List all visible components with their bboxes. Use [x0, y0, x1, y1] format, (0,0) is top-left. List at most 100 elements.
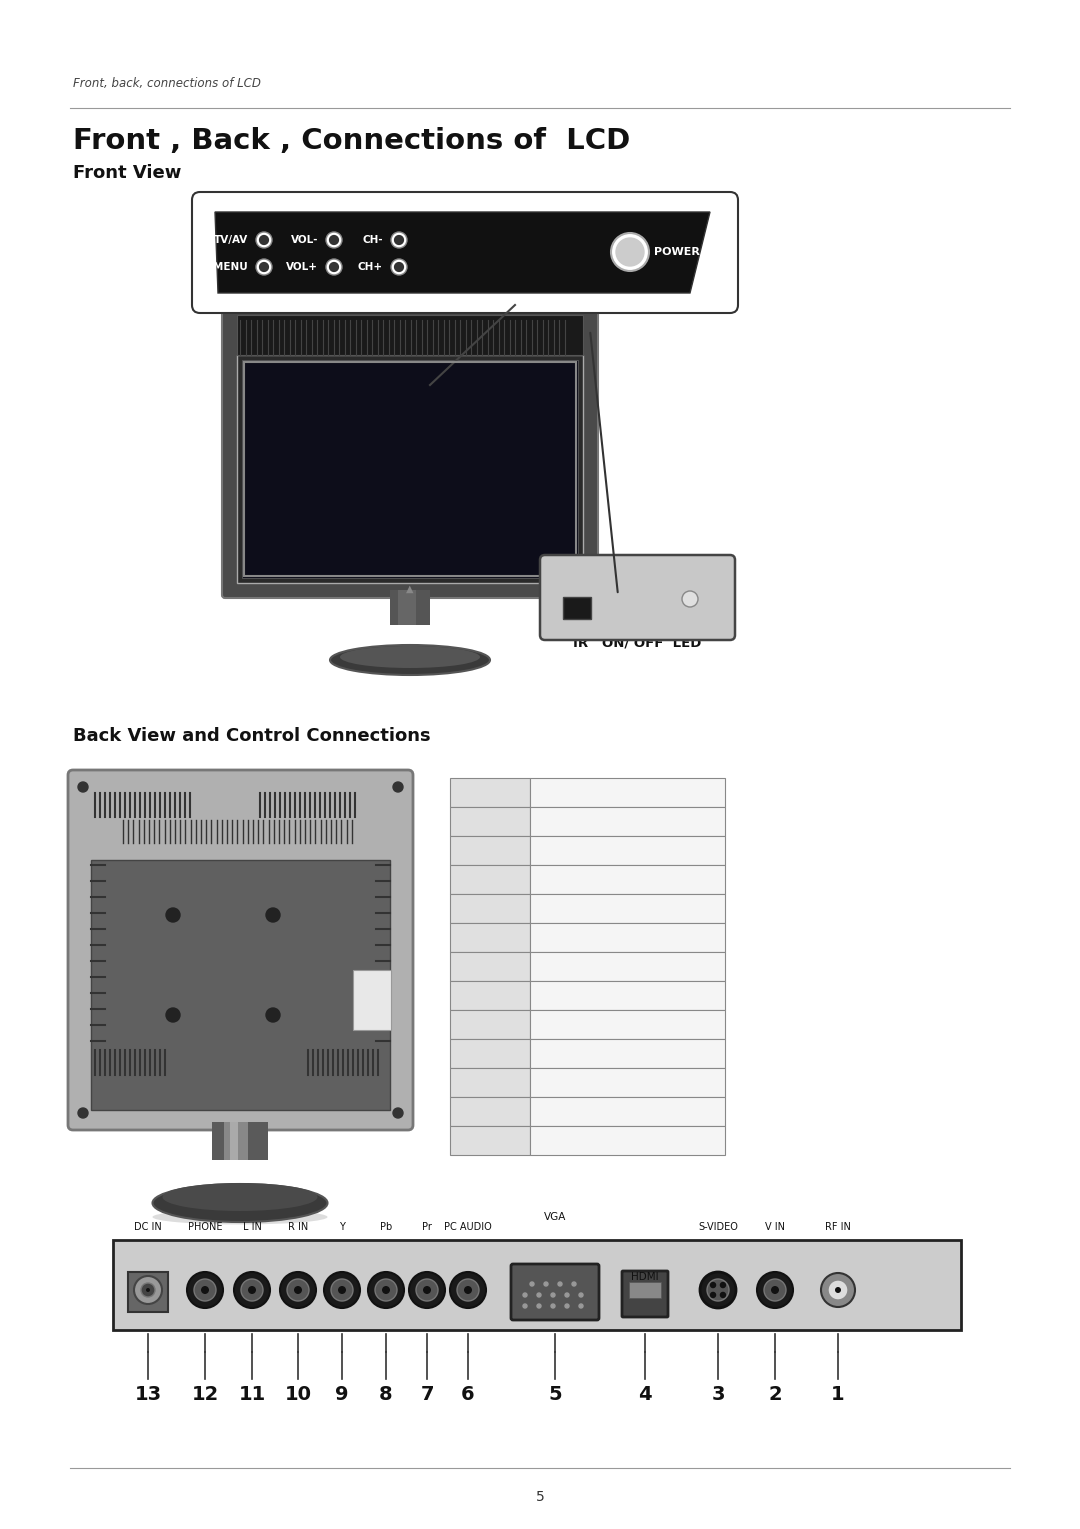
- Bar: [212, 1122, 268, 1161]
- Polygon shape: [215, 213, 710, 294]
- Bar: [629, 1281, 661, 1298]
- Circle shape: [329, 235, 338, 245]
- Bar: [563, 596, 591, 619]
- Text: Front, back, connections of LCD: Front, back, connections of LCD: [73, 76, 261, 90]
- Circle shape: [393, 1109, 403, 1118]
- Text: S-VIDEO: S-VIDEO: [698, 1222, 738, 1232]
- Circle shape: [544, 1281, 548, 1286]
- Circle shape: [324, 1272, 360, 1307]
- Circle shape: [78, 1109, 87, 1118]
- Circle shape: [391, 232, 407, 248]
- Circle shape: [280, 1272, 316, 1307]
- Circle shape: [266, 908, 280, 922]
- Circle shape: [707, 1278, 729, 1301]
- Circle shape: [141, 1283, 156, 1297]
- Bar: [530, 894, 725, 924]
- Bar: [244, 362, 576, 576]
- Text: 6: 6: [485, 930, 496, 945]
- Bar: [530, 1067, 725, 1096]
- Text: 11: 11: [239, 1385, 266, 1404]
- Text: Pb: Pb: [380, 1222, 392, 1232]
- Text: 5: 5: [549, 1385, 562, 1404]
- Bar: [450, 1011, 530, 1040]
- Text: 2: 2: [485, 813, 496, 829]
- Bar: [399, 590, 416, 625]
- FancyBboxPatch shape: [68, 771, 413, 1130]
- Bar: [237, 355, 583, 583]
- Text: IR   ON/ OFF  LED: IR ON/ OFF LED: [572, 638, 701, 650]
- Text: S–VIDEO: S–VIDEO: [597, 842, 657, 856]
- Bar: [450, 1096, 530, 1125]
- Circle shape: [248, 1286, 256, 1294]
- Text: POWER: POWER: [654, 248, 700, 257]
- Circle shape: [368, 1272, 404, 1307]
- Ellipse shape: [152, 1183, 327, 1222]
- Bar: [129, 1272, 168, 1312]
- FancyBboxPatch shape: [540, 555, 735, 641]
- Circle shape: [828, 1280, 848, 1300]
- Text: 4: 4: [485, 872, 496, 887]
- Text: 9: 9: [485, 1017, 496, 1032]
- Circle shape: [579, 1294, 583, 1297]
- Circle shape: [579, 1304, 583, 1307]
- Text: Y: Y: [623, 1017, 631, 1031]
- Text: 8: 8: [379, 1385, 393, 1404]
- Circle shape: [166, 1008, 180, 1021]
- Circle shape: [329, 263, 338, 272]
- Bar: [530, 865, 725, 894]
- Circle shape: [720, 1283, 726, 1287]
- Bar: [450, 924, 530, 953]
- Bar: [450, 836, 530, 865]
- Bar: [450, 1125, 530, 1154]
- Text: 5: 5: [485, 901, 496, 916]
- Circle shape: [720, 1292, 726, 1298]
- Text: 10: 10: [480, 1046, 500, 1061]
- Circle shape: [409, 1272, 445, 1307]
- Circle shape: [166, 908, 180, 922]
- Bar: [450, 1067, 530, 1096]
- Text: L IN: L IN: [243, 1222, 261, 1232]
- Text: 8: 8: [485, 988, 496, 1003]
- Text: V IN: V IN: [612, 813, 642, 829]
- Text: 3: 3: [712, 1385, 725, 1404]
- Text: Pr: Pr: [620, 959, 634, 972]
- Circle shape: [835, 1287, 841, 1294]
- Circle shape: [757, 1272, 793, 1307]
- Bar: [450, 778, 530, 807]
- Circle shape: [764, 1278, 786, 1301]
- Text: Y: Y: [339, 1222, 345, 1232]
- Text: 9: 9: [335, 1385, 349, 1404]
- Text: 7: 7: [420, 1385, 434, 1404]
- Text: Back View and Control Connections: Back View and Control Connections: [73, 726, 431, 745]
- Bar: [390, 590, 430, 625]
- Circle shape: [523, 1304, 527, 1307]
- Circle shape: [537, 1304, 541, 1307]
- Circle shape: [287, 1278, 309, 1301]
- Text: R IN: R IN: [288, 1222, 308, 1232]
- Ellipse shape: [340, 645, 480, 668]
- Circle shape: [294, 1286, 302, 1294]
- Text: 5: 5: [536, 1489, 544, 1505]
- Circle shape: [394, 263, 404, 272]
- Circle shape: [326, 258, 342, 275]
- Text: CH-: CH-: [363, 235, 383, 245]
- Circle shape: [423, 1286, 431, 1294]
- Bar: [530, 924, 725, 953]
- Text: PHONE: PHONE: [603, 1104, 651, 1118]
- Bar: [91, 859, 390, 1110]
- Circle shape: [464, 1286, 472, 1294]
- Circle shape: [201, 1286, 210, 1294]
- Circle shape: [241, 1278, 264, 1301]
- Text: RF IN: RF IN: [825, 1222, 851, 1232]
- Circle shape: [146, 1287, 150, 1292]
- Text: PC AUDIO: PC AUDIO: [444, 1222, 491, 1232]
- Bar: [530, 953, 725, 982]
- Text: 3: 3: [485, 842, 496, 858]
- Text: 12: 12: [191, 1385, 218, 1404]
- Text: Front , Back , Connections of  LCD: Front , Back , Connections of LCD: [73, 127, 631, 154]
- Circle shape: [450, 1272, 486, 1307]
- Circle shape: [134, 1277, 162, 1304]
- Circle shape: [326, 232, 342, 248]
- Circle shape: [78, 781, 87, 792]
- Text: PHONE: PHONE: [188, 1222, 222, 1232]
